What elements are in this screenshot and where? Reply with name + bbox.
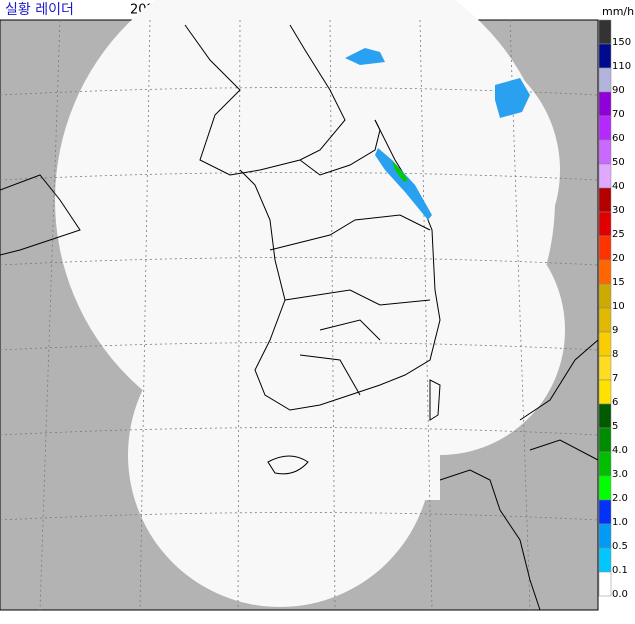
legend-swatch: [598, 403, 612, 429]
legend: 150 110 90 70 60 50 40 30 25 20 15 10 9 8 7 6 5 4.0 3.0 2.0…: [598, 19, 631, 600]
legend-swatch: [598, 43, 612, 69]
legend-label: 30: [612, 205, 625, 216]
legend-swatch: [598, 283, 612, 309]
coastline: [0, 24, 599, 611]
legend-swatch: [598, 115, 612, 141]
legend-swatch: [598, 427, 612, 453]
legend-swatch: [598, 451, 612, 477]
rain-echo-heavy: [392, 160, 408, 182]
legend-swatch: [598, 67, 612, 93]
legend-swatch: [598, 91, 612, 117]
radar-coverage: [55, 0, 565, 607]
legend-swatch: [598, 571, 612, 597]
legend-swatch: [598, 379, 612, 405]
legend-swatch: [598, 211, 612, 237]
legend-label: 70: [612, 109, 625, 120]
legend-label: 3.0: [612, 469, 628, 480]
legend-label: 0.1: [612, 565, 628, 576]
legend-label: 9: [612, 325, 618, 336]
legend-swatch: [598, 259, 612, 285]
legend-label: 1.0: [612, 517, 628, 528]
legend-label: 6: [612, 397, 618, 408]
rain-echo: [345, 48, 530, 220]
legend-label: 20: [612, 253, 625, 264]
legend-swatch: [598, 187, 612, 213]
legend-swatch: [598, 355, 612, 381]
legend-label: 0.5: [612, 541, 628, 552]
legend-label: 0.0: [612, 589, 628, 600]
legend-label: 15: [612, 277, 625, 288]
grid: [0, 19, 599, 611]
legend-label: 50: [612, 157, 625, 168]
legend-swatch: [598, 475, 612, 501]
legend-label: 8: [612, 349, 618, 360]
legend-label: 25: [612, 229, 625, 240]
legend-label: 7: [612, 373, 618, 384]
legend-swatch: [598, 139, 612, 165]
legend-label: 4.0: [612, 445, 628, 456]
legend-label: 5: [612, 421, 618, 432]
legend-label: 10: [612, 301, 625, 312]
legend-swatch: [598, 19, 612, 45]
legend-label: 2.0: [612, 493, 628, 504]
legend-swatch: [598, 331, 612, 357]
map: [0, 0, 599, 611]
legend-label: 110: [612, 61, 631, 72]
legend-label: 90: [612, 85, 625, 96]
unit: mm/h: [602, 5, 634, 18]
legend-swatch: [598, 547, 612, 573]
legend-label: 150: [612, 37, 631, 48]
legend-swatch: [598, 163, 612, 189]
legend-swatch: [598, 235, 612, 261]
legend-label: 40: [612, 181, 625, 192]
title: 실황 레이더: [5, 2, 74, 18]
legend-swatch: [598, 499, 612, 525]
legend-swatch: [598, 307, 612, 333]
legend-label: 60: [612, 133, 625, 144]
legend-swatch: [598, 523, 612, 549]
